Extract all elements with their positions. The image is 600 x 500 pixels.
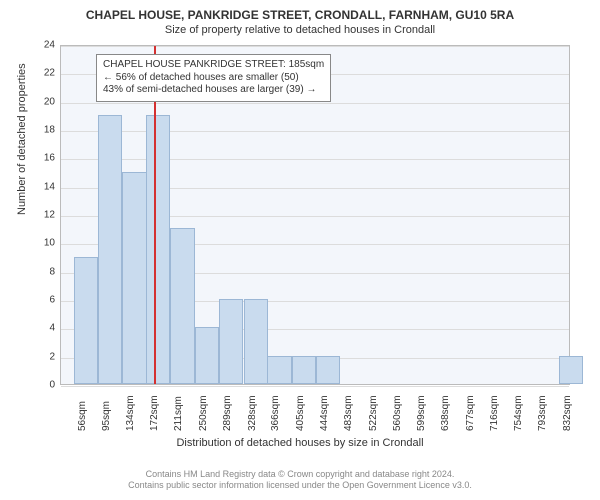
x-tick-label: 366sqm <box>270 395 281 431</box>
histogram-bar <box>122 172 146 385</box>
x-tick-label: 832sqm <box>562 395 573 431</box>
x-tick-label: 95sqm <box>101 401 112 431</box>
plot-area: CHAPEL HOUSE PANKRIDGE STREET: 185sqm← 5… <box>60 45 570 385</box>
y-tick-label: 2 <box>30 351 55 362</box>
gridline <box>61 386 569 387</box>
y-tick-label: 18 <box>30 125 55 136</box>
x-tick-label: 638sqm <box>440 395 451 431</box>
y-tick-label: 20 <box>30 96 55 107</box>
y-tick-label: 12 <box>30 210 55 221</box>
page-title: CHAPEL HOUSE, PANKRIDGE STREET, CRONDALL… <box>0 0 600 22</box>
y-tick-label: 14 <box>30 181 55 192</box>
x-tick-label: 522sqm <box>368 395 379 431</box>
x-tick-label: 56sqm <box>77 401 88 431</box>
histogram-bar <box>559 356 583 384</box>
histogram-bar <box>267 356 291 384</box>
annotation-box: CHAPEL HOUSE PANKRIDGE STREET: 185sqm← 5… <box>96 54 331 102</box>
histogram-bar <box>170 228 194 384</box>
x-tick-label: 405sqm <box>295 395 306 431</box>
annotation-line3: 43% of semi-detached houses are larger (… <box>103 84 324 97</box>
x-tick-label: 172sqm <box>149 395 160 431</box>
x-tick-label: 716sqm <box>489 395 500 431</box>
histogram-bar <box>219 299 243 384</box>
x-tick-label: 211sqm <box>173 396 184 431</box>
x-tick-label: 250sqm <box>198 395 209 431</box>
histogram-bar <box>292 356 316 384</box>
histogram-bar <box>316 356 340 384</box>
gridline <box>61 46 569 47</box>
chart-container: CHAPEL HOUSE PANKRIDGE STREET: 185sqm← 5… <box>60 45 570 385</box>
x-axis-label: Distribution of detached houses by size … <box>0 437 600 449</box>
gridline <box>61 103 569 104</box>
x-tick-label: 134sqm <box>125 395 136 431</box>
x-tick-label: 560sqm <box>392 395 403 431</box>
y-tick-label: 16 <box>30 153 55 164</box>
footer-attribution: Contains HM Land Registry data © Crown c… <box>0 469 600 492</box>
x-tick-label: 289sqm <box>222 395 233 431</box>
x-tick-label: 793sqm <box>537 395 548 431</box>
y-tick-label: 0 <box>30 380 55 391</box>
footer-line1: Contains HM Land Registry data © Crown c… <box>0 469 600 481</box>
histogram-bar <box>74 257 98 385</box>
y-axis-label: Number of detached properties <box>16 63 28 215</box>
x-tick-label: 754sqm <box>513 395 524 431</box>
x-tick-label: 328sqm <box>247 395 258 431</box>
x-tick-label: 483sqm <box>343 395 354 431</box>
x-tick-label: 599sqm <box>416 395 427 431</box>
y-tick-label: 6 <box>30 295 55 306</box>
x-tick-label: 444sqm <box>319 395 330 431</box>
gridline <box>61 159 569 160</box>
y-tick-label: 8 <box>30 266 55 277</box>
page-subtitle: Size of property relative to detached ho… <box>0 22 600 36</box>
histogram-bar <box>195 327 219 384</box>
gridline <box>61 131 569 132</box>
x-tick-label: 677sqm <box>465 395 476 431</box>
y-tick-label: 24 <box>30 40 55 51</box>
y-tick-label: 4 <box>30 323 55 334</box>
histogram-bar <box>98 115 122 384</box>
histogram-bar <box>244 299 268 384</box>
annotation-line1: CHAPEL HOUSE PANKRIDGE STREET: 185sqm <box>103 59 324 72</box>
footer-line2: Contains public sector information licen… <box>0 480 600 492</box>
annotation-line2: ← 56% of detached houses are smaller (50… <box>103 72 324 85</box>
histogram-bar <box>146 115 170 384</box>
y-tick-label: 22 <box>30 68 55 79</box>
y-tick-label: 10 <box>30 238 55 249</box>
